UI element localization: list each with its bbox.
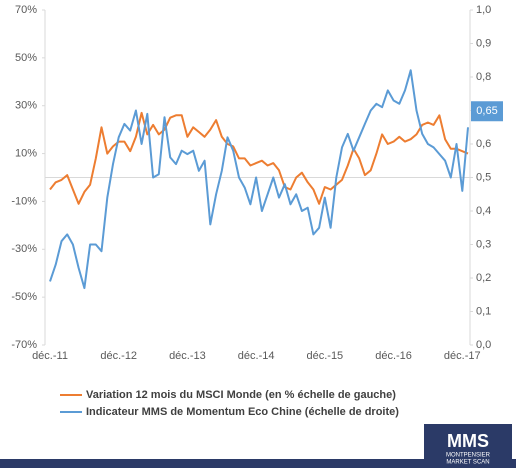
- x-tick-label: déc.-12: [100, 350, 137, 362]
- y-tick-label: -50%: [11, 291, 37, 303]
- y-tick-label: -30%: [11, 243, 37, 255]
- legend-label: Variation 12 mois du MSCI Monde (en % éc…: [86, 389, 396, 401]
- y2-tick-label: 0,9: [476, 37, 491, 49]
- y2-tick-label: 0,2: [476, 272, 491, 284]
- logo-box: [424, 424, 512, 466]
- y2-tick-label: 0,0: [476, 339, 491, 351]
- y2-tick-label: 0,1: [476, 305, 491, 317]
- y2-tick-label: 0,6: [476, 138, 491, 150]
- logo-line: MARKET SCAN: [446, 460, 489, 466]
- x-tick-label: déc.-13: [169, 350, 206, 362]
- logo-title: MMS: [447, 431, 489, 451]
- y2-tick-label: 0,3: [476, 238, 491, 250]
- logo-line: MONTPENSIER: [446, 453, 491, 459]
- end-label-box: [471, 101, 503, 122]
- x-tick-label: déc.-15: [306, 350, 343, 362]
- x-tick-label: déc.-17: [444, 350, 481, 362]
- y-tick-label: 70%: [15, 4, 37, 16]
- x-tick-label: déc.-16: [375, 350, 412, 362]
- y2-tick-label: 0,8: [476, 71, 491, 83]
- footer-band: [0, 459, 516, 468]
- y-tick-label: -10%: [11, 195, 37, 207]
- y-tick-label: 50%: [15, 52, 37, 64]
- y2-tick-label: 0,4: [476, 205, 491, 217]
- x-tick-label: déc.-14: [238, 350, 275, 362]
- series-line: [49, 111, 469, 205]
- y2-tick-label: 0,5: [476, 171, 491, 183]
- legend-label: Indicateur MMS de Momentum Eco Chine (éc…: [86, 406, 399, 418]
- y-tick-label: 10%: [15, 147, 37, 159]
- series-line: [49, 69, 469, 290]
- y2-tick-label: 1,0: [476, 4, 491, 16]
- end-label: 0,65: [476, 105, 497, 117]
- x-tick-label: déc.-11: [32, 350, 68, 362]
- y-tick-label: 30%: [15, 100, 37, 112]
- y-tick-label: -70%: [11, 339, 37, 351]
